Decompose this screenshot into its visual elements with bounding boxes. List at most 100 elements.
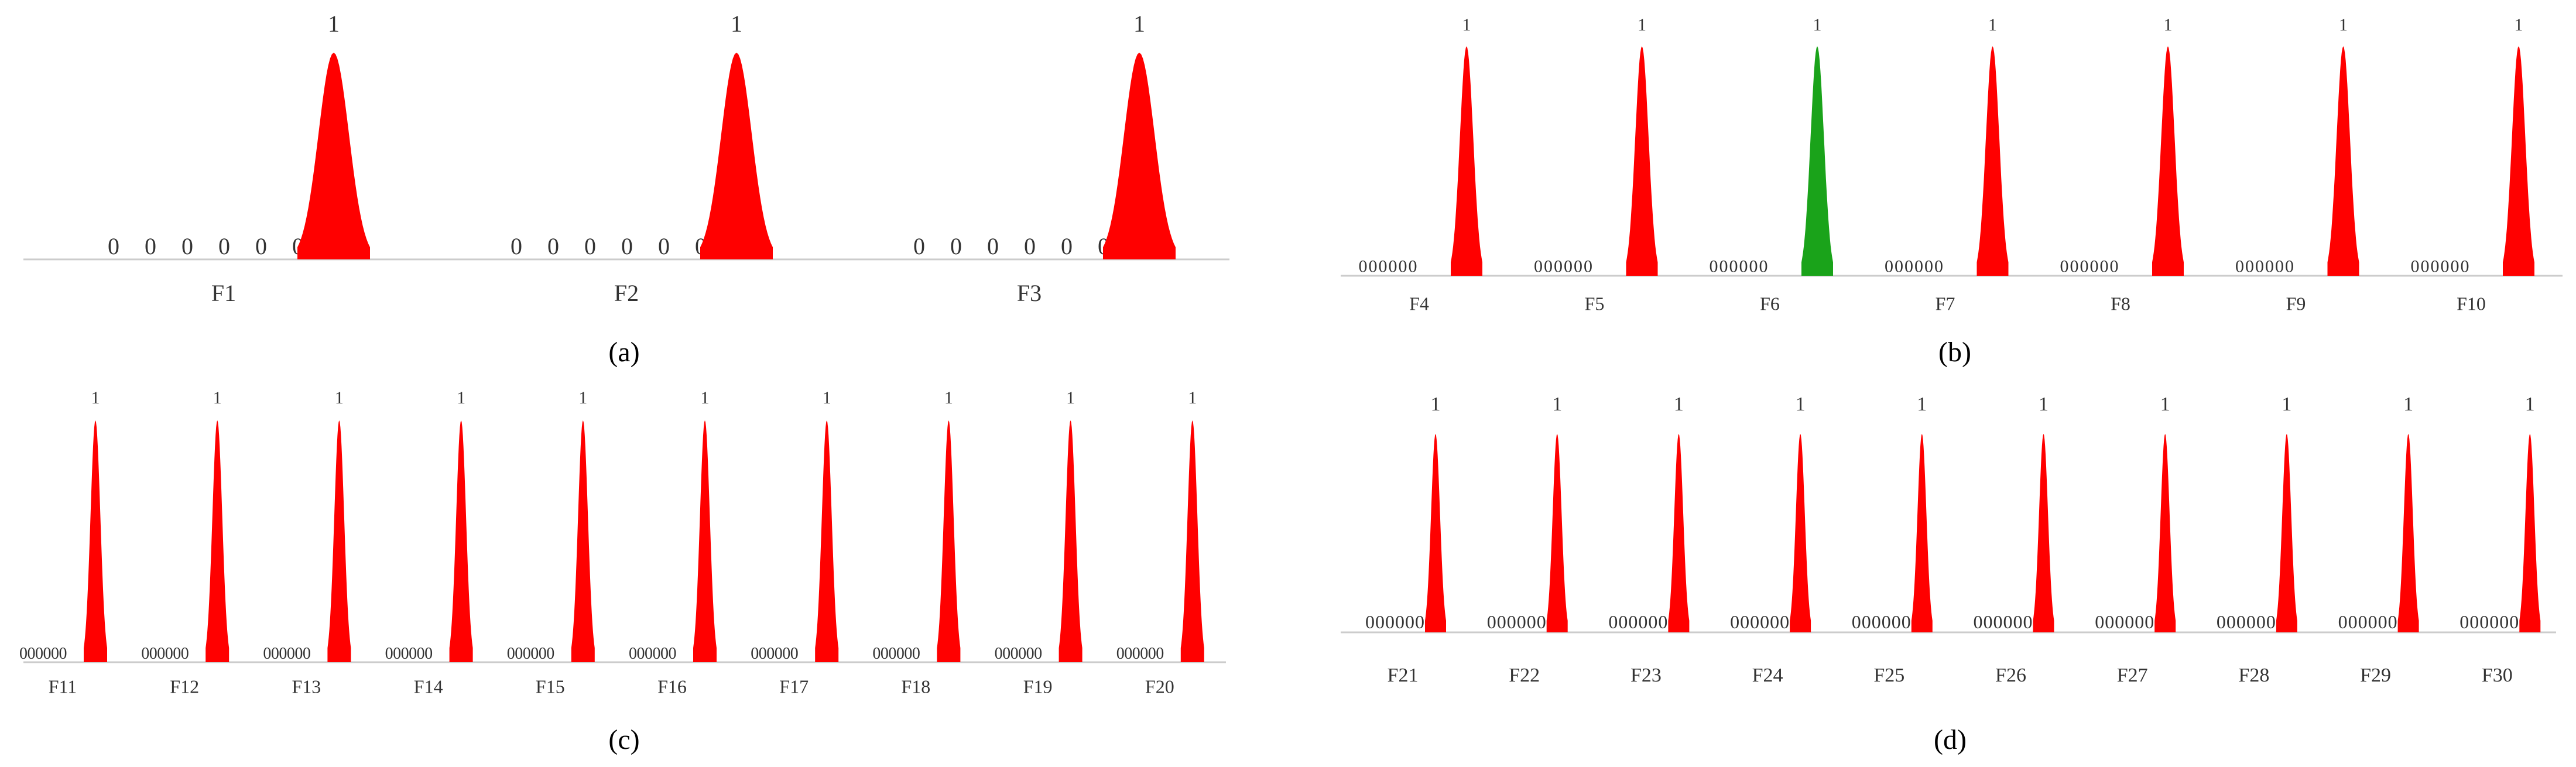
category-label: F16 [657,676,687,697]
value-label: 1 [1462,15,1471,35]
value-label: 0 [790,645,799,663]
value-label: 0 [149,645,157,663]
value-label: 1 [1552,393,1562,415]
value-label: 0 [547,233,559,259]
value-label: 0 [1534,256,1543,276]
value-label: 0 [1882,611,1891,632]
value-label: 1 [91,388,100,408]
value-label: 0 [1385,611,1395,632]
value-label: 0 [401,645,409,663]
category-label: F18 [902,676,931,697]
category-label: F29 [2360,665,2391,686]
peak [2276,434,2297,632]
value-label: 0 [1034,645,1042,663]
panel-label: (d) [1934,724,1967,755]
value-label: 0 [303,645,311,663]
peak [449,420,473,662]
value-label: 0 [530,645,539,663]
category-label: F4 [1409,293,1429,314]
value-label: 1 [2515,15,2523,35]
category-label: F13 [292,676,321,697]
value-label: 0 [2431,256,2440,276]
value-label: 0 [255,233,267,259]
value-label: 1 [1796,393,1806,415]
value-label: 1 [1066,388,1075,408]
value-label: 0 [108,233,119,259]
peak [1180,420,1204,662]
value-label: 0 [523,645,531,663]
peak [84,420,107,662]
value-label: 0 [1369,256,1378,276]
value-label: 0 [1618,611,1628,632]
value-label: 0 [35,645,43,663]
value-label: 0 [621,233,633,259]
category-label: F6 [1760,293,1780,314]
value-label: 0 [2217,611,2226,632]
value-label: 1 [1988,15,1997,35]
value-label: 0 [385,645,393,663]
value-label: 0 [1892,611,1901,632]
peak [1425,434,1446,632]
value-label: 0 [1770,611,1779,632]
value-label: 0 [157,645,165,663]
value-label: 1 [2039,393,2049,415]
value-label: 0 [1116,645,1125,663]
category-label: F14 [414,676,443,697]
value-label: 0 [263,645,271,663]
value-label: 0 [1904,256,1913,276]
value-label: 0 [1399,256,1407,276]
category-label: F23 [1630,665,1662,686]
value-label: 1 [1813,15,1822,35]
peak [1451,46,1482,276]
value-label: 1 [2164,15,2173,35]
value-label: 1 [2403,393,2413,415]
value-label: 0 [2100,256,2109,276]
value-label: 0 [1648,611,1657,632]
value-label: 0 [1156,645,1164,663]
value-label: 0 [1554,256,1563,276]
value-label: 0 [1487,611,1496,632]
value-label: 0 [2023,611,2033,632]
value-label: 0 [1497,611,1506,632]
value-label: 0 [653,645,661,663]
category-label: F7 [1936,293,1955,314]
value-label: 0 [660,645,669,663]
value-label: 0 [1628,611,1638,632]
peak [571,420,595,662]
value-label: 0 [987,233,999,259]
category-label: F5 [1585,293,1605,314]
value-label: 0 [1740,611,1749,632]
value-label: 0 [1993,611,2003,632]
category-label: F24 [1752,665,1783,686]
value-label: 0 [1124,645,1132,663]
value-label: 0 [759,645,767,663]
peak [1668,434,1690,632]
value-label: 0 [2135,611,2144,632]
value-label: 0 [1719,256,1728,276]
value-label: 0 [881,645,889,663]
value-label: 0 [782,645,790,663]
category-label: F12 [170,676,199,697]
value-label: 0 [669,645,677,663]
value-label: 0 [1934,256,1943,276]
value-label: 0 [2461,256,2469,276]
value-label: 0 [59,645,67,663]
value-label: 1 [1133,11,1145,37]
value-label: 0 [888,645,896,663]
value-label: 0 [1658,611,1667,632]
panel-label: (a) [608,337,639,368]
value-label: 0 [1780,611,1789,632]
value-label: 0 [2459,611,2469,632]
category-label: F27 [2117,665,2148,686]
value-label: 1 [1638,15,1646,35]
value-label: 0 [51,645,59,663]
value-label: 0 [904,645,912,663]
value-label: 0 [1895,256,1903,276]
peak [2327,46,2359,276]
value-label: 0 [2338,611,2348,632]
value-label: 0 [181,645,189,663]
peak [700,53,773,259]
value-label: 0 [1517,611,1526,632]
value-label: 0 [1148,645,1156,663]
